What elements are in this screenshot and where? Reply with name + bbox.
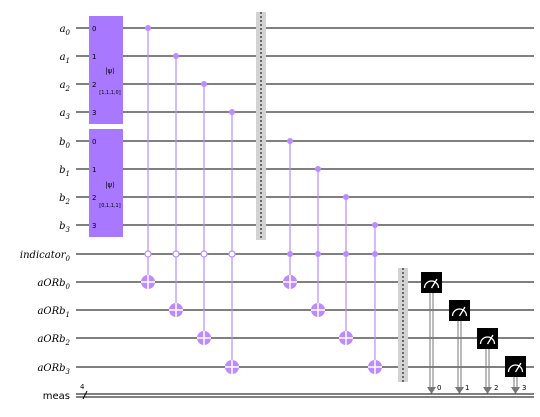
gate-b-qubit-3: 3 [92,222,96,230]
toffoli-gates-b [283,138,382,374]
gate-a-label: |ψ⟩ [105,67,115,75]
label-b1: b1 [59,165,70,178]
measurements: 0 1 2 3 [421,272,526,394]
control-dot-b2 [343,194,349,200]
register-labels: a0 a1 a2 a3 b0 b1 b2 b3 indicator0 aORb0… [20,24,71,402]
gate-a-qubit-0: 0 [92,25,96,33]
barrier-1 [256,12,266,240]
gate-b-label: |ψ⟩ [105,181,115,189]
control-dot-a0 [145,25,151,31]
gate-b-params: [0,1,1,1] [99,203,120,209]
meter-icon [449,300,470,321]
label-meas: meas [43,391,70,402]
gate-b-qubit-0: 0 [92,138,96,146]
control-dot-a3 [229,109,235,115]
label-a2: a2 [60,80,71,93]
measure-aorb1: 1 [449,300,470,394]
gate-a-qubit-3: 3 [92,109,96,117]
label-b3: b3 [59,221,70,234]
control-dot-indicator [315,251,321,257]
meter-icon [477,328,498,349]
control-dot-indicator [372,251,378,257]
toffoli-a1 [169,53,183,317]
toffoli-a3 [225,109,239,374]
label-aorb2: aORb2 [37,334,70,347]
state-prep-gate-a: 0 1 2 3 |ψ⟩ [1,1,1,0] [89,16,123,124]
toffoli-b3 [368,222,382,374]
label-a3: a3 [60,108,71,121]
control-dot-indicator [343,251,349,257]
open-control-indicator [144,250,152,258]
open-control-indicator [200,250,208,258]
label-aorb1: aORb1 [37,306,70,319]
toffoli-a2 [197,81,211,345]
cbit-label-2: 2 [494,384,498,392]
cbit-label-3: 3 [522,384,526,392]
control-dot-b1 [315,166,321,172]
label-b2: b2 [59,193,70,206]
bus-width-label: 4 [80,383,85,391]
gate-a-qubit-2: 2 [92,81,96,89]
label-aorb3: aORb3 [37,363,70,376]
label-a0: a0 [60,24,71,37]
toffoli-b2 [339,194,353,345]
cbit-label-1: 1 [465,384,469,392]
label-indicator0: indicator0 [20,250,71,263]
bus-width-slash [82,390,88,400]
control-dot-b0 [287,138,293,144]
control-dot-indicator [287,251,293,257]
cbit-label-0: 0 [437,384,441,392]
label-a1: a1 [60,52,70,65]
open-control-indicator [172,250,180,258]
state-prep-gate-b: 0 1 2 3 |ψ⟩ [0,1,1,1] [89,129,123,237]
measure-aorb2: 2 [477,328,498,394]
gate-b-qubit-2: 2 [92,194,96,202]
classical-register-wire: 4 [76,383,534,400]
toffoli-gates-a [141,25,239,374]
gate-a-qubit-1: 1 [92,53,96,61]
toffoli-b1 [311,166,325,317]
control-dot-b3 [372,222,378,228]
control-dot-a1 [173,53,179,59]
toffoli-b0 [283,138,297,289]
measure-aorb0: 0 [421,272,442,394]
label-b0: b0 [59,137,70,150]
toffoli-a0 [141,25,155,289]
gate-b-qubit-1: 1 [92,166,96,174]
open-control-indicator [228,250,236,258]
barrier-2 [398,268,408,382]
control-dot-a2 [201,81,207,87]
label-aorb0: aORb0 [37,278,70,291]
meter-icon [421,272,442,293]
measure-aorb3: 3 [505,356,526,394]
gate-a-params: [1,1,1,0] [99,90,120,96]
meter-icon [505,356,526,377]
